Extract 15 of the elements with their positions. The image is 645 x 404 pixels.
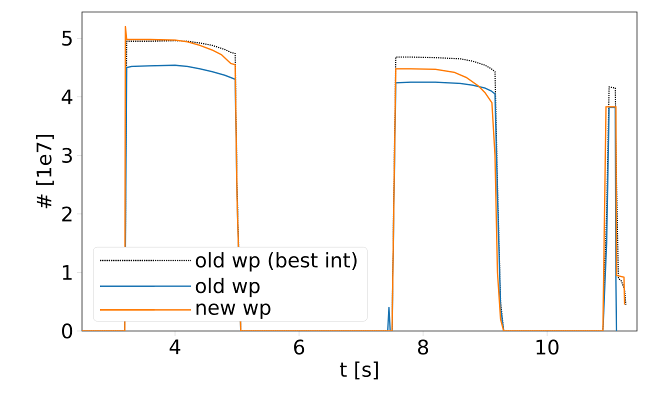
y-tick-label: 2 [62,206,72,222]
x-tick-label: 8 [418,340,428,355]
y-tick-label: 3 [62,148,72,163]
legend-label: old wp (best int) [196,252,357,272]
x-axis-title: t [s] [340,362,378,380]
x-tick-label: 4 [170,340,180,354]
y-tick-label: 0 [62,323,72,339]
x-tick-label: 10 [536,340,558,355]
y-tick-label: 4 [62,90,72,104]
legend-label: old wp [196,278,260,298]
y-axis-title: # [1e7] [36,135,54,208]
legend-label: new wp [196,304,270,319]
y-tick-label: 1 [62,265,72,280]
x-tick-label: 6 [294,340,304,355]
y-tick-label: 5 [62,30,72,46]
